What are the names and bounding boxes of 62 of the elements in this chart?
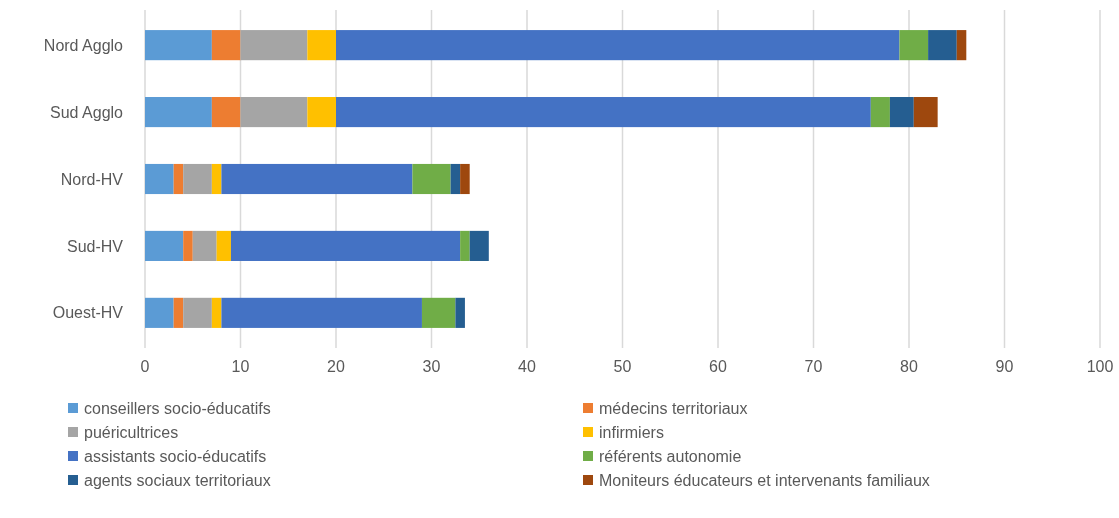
bar: [211, 97, 241, 128]
bar: [889, 97, 914, 128]
legend-label: Moniteurs éducateurs et intervenants familiaux: [599, 471, 930, 489]
x-tick-label: 20: [327, 358, 345, 375]
bar: [421, 297, 456, 328]
x-tick-label: 100: [1086, 358, 1114, 375]
legend-label: médecins territoriaux: [599, 399, 748, 417]
bar: [221, 297, 422, 328]
bar: [336, 30, 900, 61]
bar: [145, 230, 184, 261]
bar: [928, 30, 957, 61]
legend-label: conseillers socio-éducatifs: [84, 399, 271, 417]
bar: [211, 297, 222, 328]
bar: [336, 97, 871, 128]
bar: [216, 230, 231, 261]
legend-label: puéricultrices: [84, 423, 179, 441]
bar: [455, 297, 465, 328]
x-tick-label: 70: [804, 358, 823, 375]
x-tick-label: 90: [995, 358, 1014, 375]
x-tick-label: 60: [709, 358, 727, 375]
bar: [173, 163, 184, 195]
bar: [412, 163, 451, 195]
y-tick-label: Nord-HV: [60, 170, 124, 188]
bar: [183, 163, 212, 195]
bar: [230, 230, 461, 261]
x-tick-label: 50: [613, 358, 632, 375]
bar: [870, 97, 890, 128]
legend-label: assistants socio-éducatifs: [84, 447, 267, 465]
bar: [192, 230, 217, 261]
x-tick-label: 0: [140, 358, 150, 375]
bar: [460, 230, 470, 261]
bar: [450, 163, 461, 195]
y-tick-label: Nord Agglo: [43, 36, 124, 54]
bar: [211, 30, 241, 61]
legend-label: référents autonomie: [599, 447, 742, 465]
bar: [240, 97, 308, 128]
legend-label: agents sociaux territoriaux: [84, 471, 271, 489]
bar: [956, 30, 967, 61]
bar: [145, 30, 212, 61]
x-tick-label: 10: [231, 358, 250, 375]
bar: [183, 297, 212, 328]
bar: [469, 230, 489, 261]
y-tick-label: Ouest-HV: [52, 304, 124, 322]
x-tick-label: 30: [422, 358, 441, 375]
bar: [221, 163, 413, 195]
x-tick-label: 40: [518, 358, 536, 375]
y-tick-label: Sud-HV: [66, 237, 124, 255]
bar: [173, 297, 184, 328]
bar: [899, 30, 929, 61]
y-tick-label: Sud Agglo: [50, 103, 124, 121]
bar: [460, 163, 470, 195]
x-tick-label: 80: [900, 358, 918, 375]
bar: [183, 230, 193, 261]
bar: [240, 30, 308, 61]
bar: [145, 297, 174, 328]
bar: [913, 97, 938, 128]
legend-label: infirmiers: [599, 423, 664, 441]
bar: [307, 30, 336, 61]
bar: [211, 163, 222, 195]
bar: [145, 163, 174, 195]
bar: [145, 97, 212, 128]
bar: [307, 97, 336, 128]
